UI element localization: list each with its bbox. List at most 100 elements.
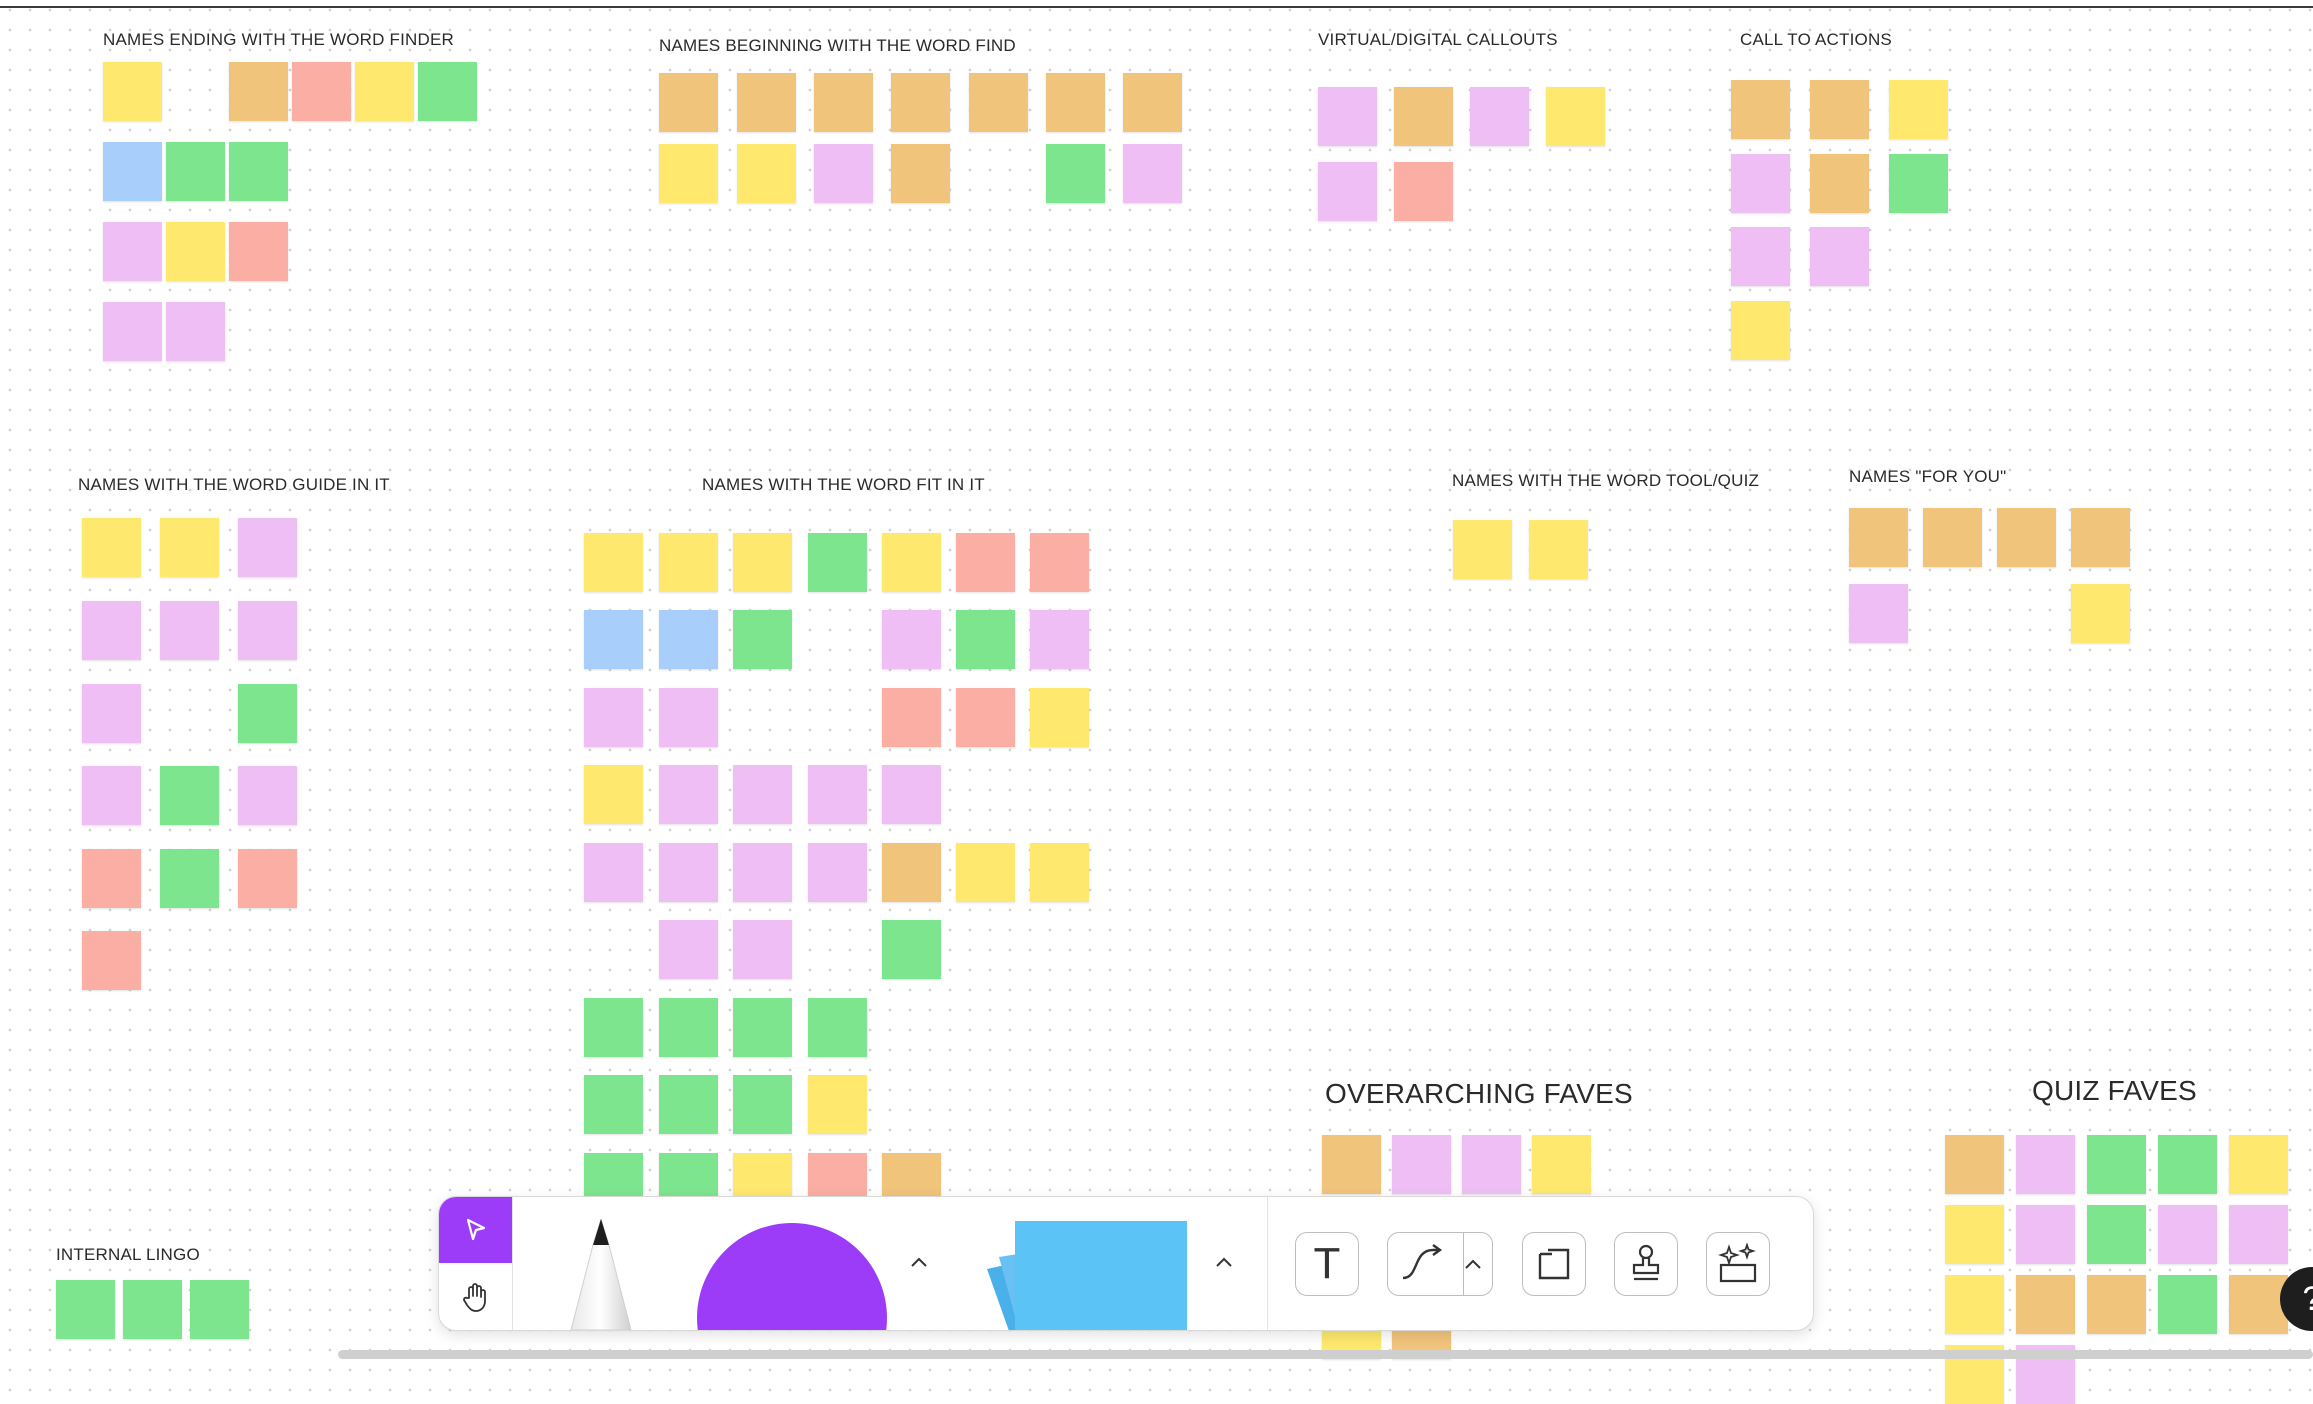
sticky-note[interactable] — [659, 688, 718, 747]
sticky-note[interactable] — [956, 610, 1015, 669]
sticky-note[interactable] — [2071, 584, 2130, 643]
sticky-note[interactable] — [882, 688, 941, 747]
sticky-note[interactable] — [82, 518, 141, 577]
sticky-note[interactable] — [160, 518, 219, 577]
sticky-note[interactable] — [238, 684, 297, 743]
sticky-note[interactable] — [584, 765, 643, 824]
sticky-note[interactable] — [891, 144, 950, 203]
sticky-note[interactable] — [808, 843, 867, 902]
section-heading-callouts[interactable]: VIRTUAL/DIGITAL CALLOUTS — [1318, 30, 1558, 49]
sticky-note[interactable] — [1532, 1135, 1591, 1194]
sticky-note[interactable] — [2016, 1275, 2075, 1334]
sticky-note[interactable] — [737, 144, 796, 203]
sticky-note[interactable] — [2229, 1275, 2288, 1334]
sticky-note[interactable] — [1945, 1275, 2004, 1334]
sticky-note[interactable] — [1030, 533, 1089, 592]
sticky-note[interactable] — [814, 144, 873, 203]
sticky-note[interactable] — [733, 610, 792, 669]
sticky-note[interactable] — [166, 142, 225, 201]
sticky-note[interactable] — [891, 73, 950, 132]
sticky-note[interactable] — [229, 62, 288, 121]
section-heading-cta[interactable]: CALL TO ACTIONS — [1740, 30, 1892, 49]
sticky-note[interactable] — [659, 144, 718, 203]
section-heading-find[interactable]: NAMES BEGINNING WITH THE WORD FIND — [659, 36, 1016, 55]
sticky-note[interactable] — [733, 765, 792, 824]
sticky-note[interactable] — [2016, 1205, 2075, 1264]
section-heading-lingo[interactable]: INTERNAL LINGO — [56, 1245, 200, 1264]
sticky-note[interactable] — [56, 1280, 115, 1339]
sticky-note[interactable] — [418, 62, 477, 121]
sticky-note[interactable] — [1731, 227, 1790, 286]
sticky-note[interactable] — [82, 849, 141, 908]
sticky-note[interactable] — [1889, 80, 1948, 139]
sticky-note[interactable] — [238, 849, 297, 908]
sticky-note[interactable] — [1123, 144, 1182, 203]
sticky-note[interactable] — [2087, 1275, 2146, 1334]
sticky-note[interactable] — [1997, 508, 2056, 567]
sticky-note[interactable] — [103, 142, 162, 201]
sticky-note[interactable] — [1318, 87, 1377, 146]
sticky-note[interactable] — [160, 601, 219, 660]
sticky-note[interactable] — [659, 533, 718, 592]
sticky-note[interactable] — [2071, 508, 2130, 567]
sticky-note[interactable] — [882, 765, 941, 824]
sticky-note[interactable] — [1849, 584, 1908, 643]
sticky-note[interactable] — [1318, 162, 1377, 221]
sticky-note[interactable] — [737, 73, 796, 132]
sticky-note[interactable] — [733, 998, 792, 1057]
sticky-note[interactable] — [584, 843, 643, 902]
section-heading-quizfaves[interactable]: QUIZ FAVES — [2032, 1075, 2197, 1106]
sticky-note[interactable] — [1529, 520, 1588, 579]
section-heading-fit[interactable]: NAMES WITH THE WORD FIT IN IT — [702, 475, 985, 494]
sticky-note[interactable] — [1030, 688, 1089, 747]
sticky-note[interactable] — [956, 688, 1015, 747]
sticky-note[interactable] — [1470, 87, 1529, 146]
sticky-note[interactable] — [2016, 1135, 2075, 1194]
sticky-note[interactable] — [160, 849, 219, 908]
sticky-note[interactable] — [229, 142, 288, 201]
sticky-note[interactable] — [808, 765, 867, 824]
sticky-note[interactable] — [659, 73, 718, 132]
sticky-note[interactable] — [238, 766, 297, 825]
section-heading-overarching[interactable]: OVERARCHING FAVES — [1325, 1078, 1633, 1109]
sticky-note[interactable] — [1810, 227, 1869, 286]
sticky-note[interactable] — [2087, 1205, 2146, 1264]
sticky-note[interactable] — [882, 610, 941, 669]
sticky-note[interactable] — [2158, 1135, 2217, 1194]
sticky-note[interactable] — [584, 610, 643, 669]
hand-tool-button[interactable] — [439, 1263, 512, 1330]
horizontal-scrollbar[interactable] — [338, 1350, 2313, 1359]
sticky-note[interactable] — [1889, 154, 1948, 213]
section-heading-finder[interactable]: NAMES ENDING WITH THE WORD FINDER — [103, 30, 455, 49]
sticky-note[interactable] — [166, 222, 225, 281]
sticky-note[interactable] — [814, 73, 873, 132]
sticky-note[interactable] — [659, 998, 718, 1057]
select-tool-button[interactable] — [439, 1197, 512, 1263]
section-heading-toolquiz[interactable]: NAMES WITH THE WORD TOOL/QUIZ — [1452, 471, 1760, 490]
sticky-note[interactable] — [238, 601, 297, 660]
sticky-note[interactable] — [1731, 154, 1790, 213]
sticky-note[interactable] — [584, 688, 643, 747]
sticky-note[interactable] — [82, 684, 141, 743]
section-heading-guide[interactable]: NAMES WITH THE WORD GUIDE IN IT — [78, 475, 390, 494]
sticky-note[interactable] — [1462, 1135, 1521, 1194]
sticky-note[interactable] — [1046, 144, 1105, 203]
sticky-note[interactable] — [659, 1075, 718, 1134]
sticky-note[interactable] — [808, 533, 867, 592]
sticky-note[interactable] — [355, 62, 414, 121]
sticky-note[interactable] — [2158, 1205, 2217, 1264]
sticky-note[interactable] — [2087, 1135, 2146, 1194]
shape-tool-button[interactable] — [697, 1223, 887, 1330]
sticky-note[interactable] — [1810, 80, 1869, 139]
sticky-note[interactable] — [1923, 508, 1982, 567]
text-tool-button[interactable]: T — [1295, 1232, 1359, 1296]
sticky-note[interactable] — [103, 62, 162, 121]
sticky-note[interactable] — [103, 302, 162, 361]
sticky-note[interactable] — [1123, 73, 1182, 132]
sticky-note[interactable] — [1849, 508, 1908, 567]
sticky-note[interactable] — [584, 1075, 643, 1134]
sticky-note[interactable] — [1322, 1135, 1381, 1194]
sticky-note[interactable] — [882, 920, 941, 979]
sticky-note-tool-button[interactable] — [979, 1221, 1199, 1330]
sticky-note[interactable] — [733, 533, 792, 592]
